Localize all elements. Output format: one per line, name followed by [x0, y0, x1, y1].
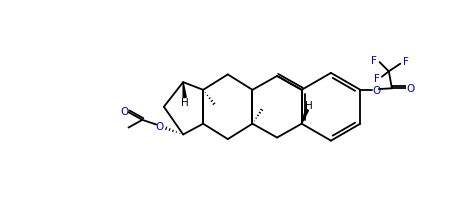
Text: F: F — [370, 55, 376, 65]
Text: O: O — [405, 84, 414, 94]
Polygon shape — [183, 83, 186, 98]
Text: O: O — [120, 107, 129, 117]
Text: F: F — [402, 57, 408, 67]
Text: F: F — [373, 74, 378, 84]
Text: O: O — [372, 85, 380, 95]
Text: H: H — [304, 101, 312, 111]
Text: H: H — [180, 98, 188, 108]
Polygon shape — [301, 110, 308, 124]
Text: O: O — [155, 121, 163, 131]
